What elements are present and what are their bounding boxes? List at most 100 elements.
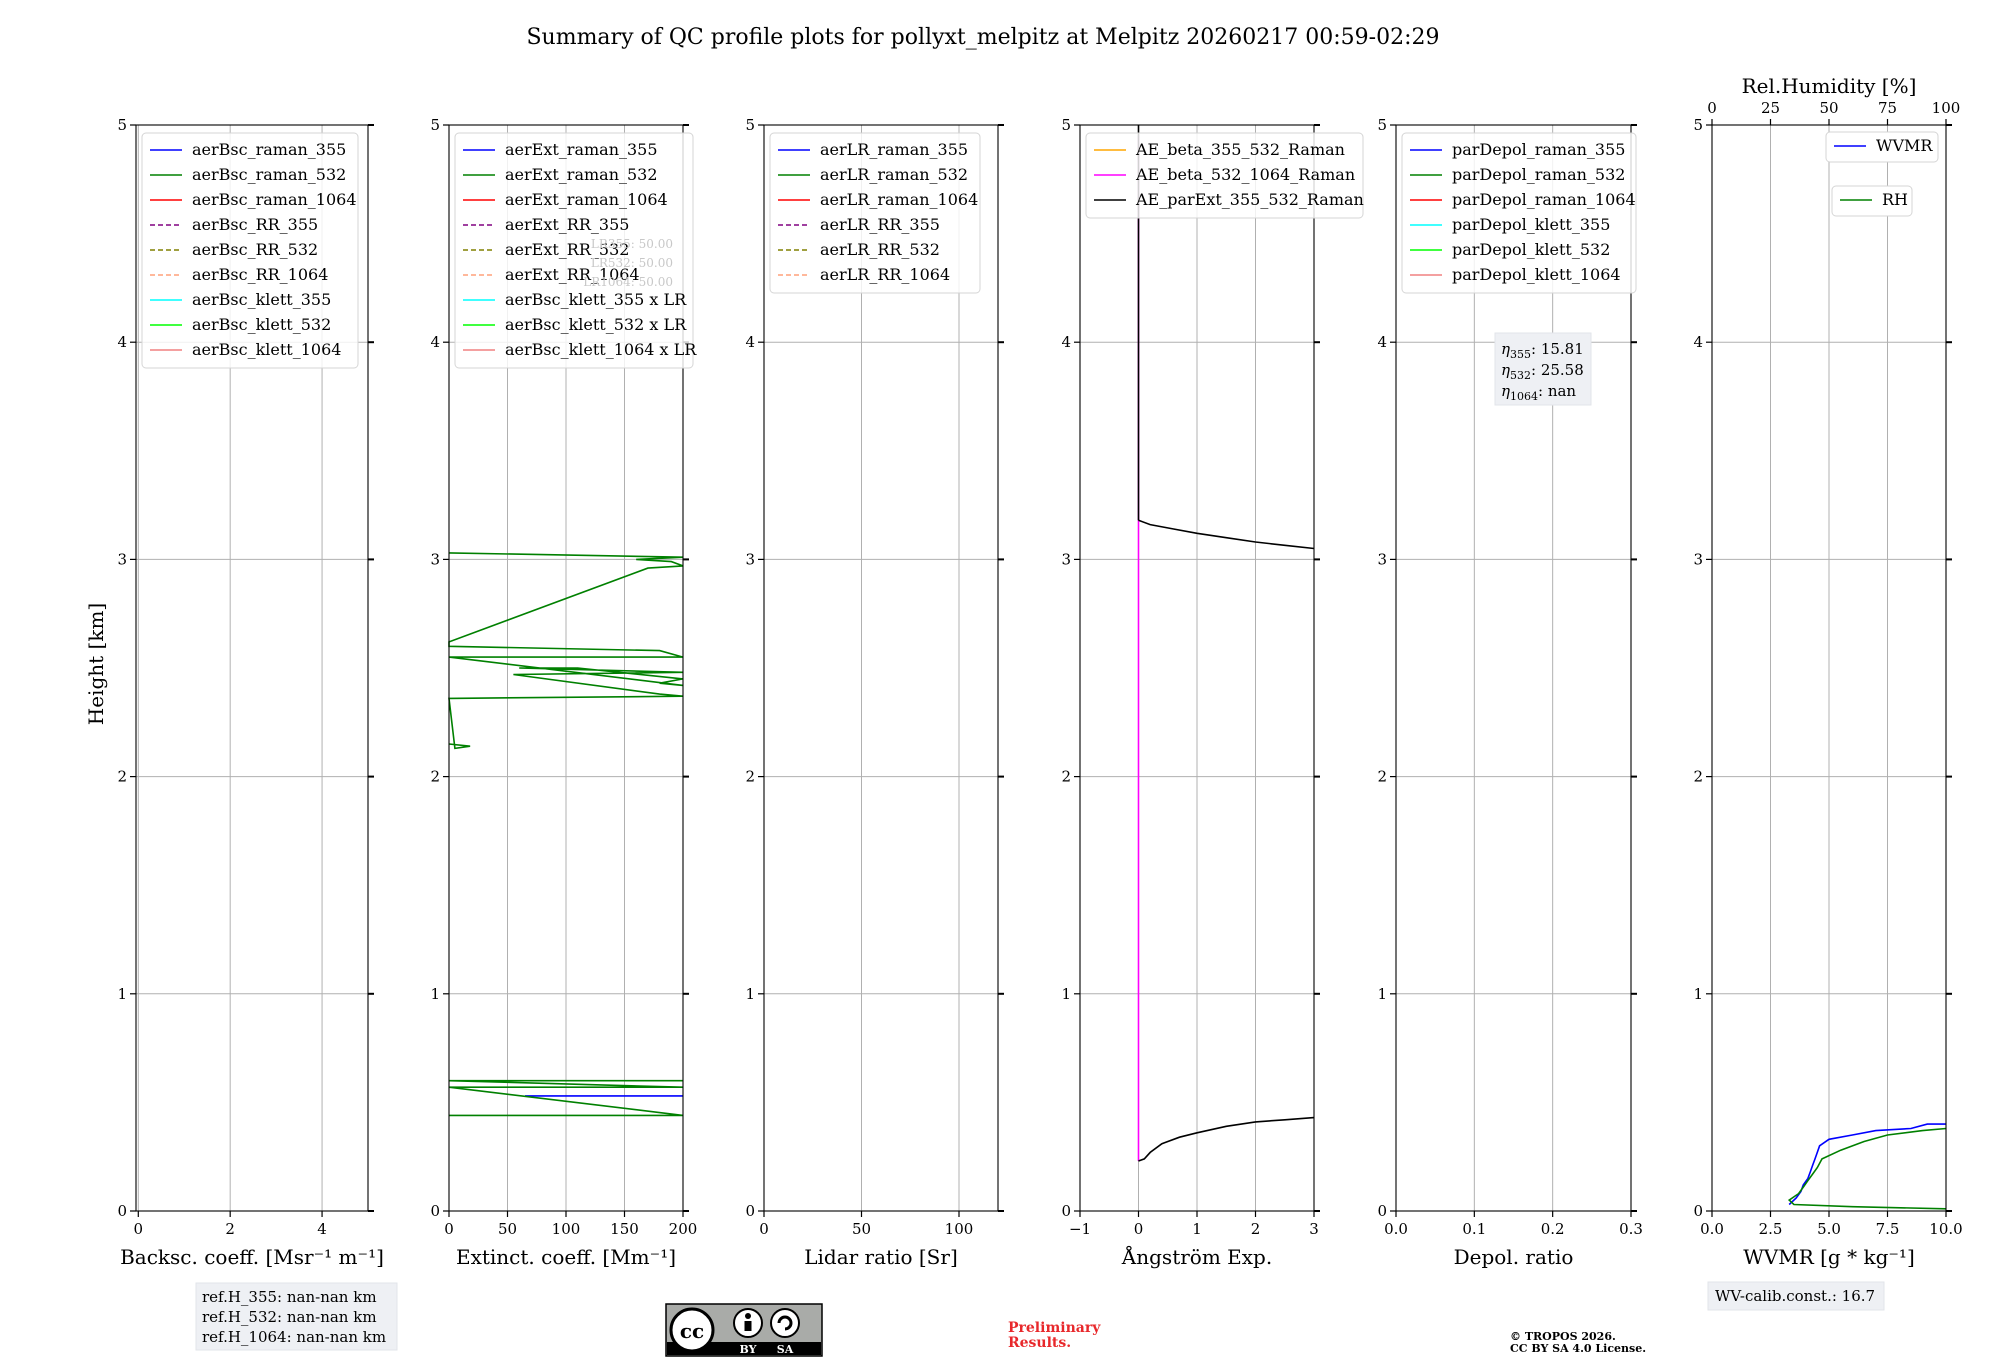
panel-wv: 0 1 2 3 4 5 0.0 2.5 5.0 7.5 10.0 WVMR [g * kg⁻¹] — [1693, 116, 1962, 1269]
y-tick-label: 2 — [1061, 768, 1071, 786]
axes-frame — [135, 124, 369, 1212]
panel-dep: 0 1 2 3 4 5 0.0 0.1 0.2 0.3 Depol. ratio parDepol_r… — [1377, 116, 1642, 1269]
legend-label: aerBsc_raman_532 — [192, 165, 346, 184]
legend-label: AE_beta_355_532_Raman — [1135, 140, 1345, 159]
x-tick-label: 10.0 — [1929, 1220, 1962, 1238]
legend-label: aerBsc_raman_1064 — [192, 190, 357, 209]
badge-sa-label: SA — [777, 1343, 794, 1356]
x-tick-label: 2 — [225, 1220, 235, 1238]
x-tick-label: 0.2 — [1541, 1220, 1565, 1238]
y-tick-label: 5 — [1377, 116, 1387, 134]
y-tick-label: 2 — [430, 768, 440, 786]
info-layer: LR355: 50.00 LR532: 50.00 LR1064: 50.00 η35… — [195, 74, 1961, 1357]
wv-calib-text: WV-calib.const.: 16.7 — [1715, 1287, 1875, 1305]
legend-label: RH — [1882, 190, 1908, 209]
by-person-head-icon — [745, 1313, 751, 1319]
x-axis-label: Lidar ratio [Sr] — [804, 1245, 958, 1269]
y-axis-label: Height [km] — [84, 603, 108, 725]
y-tick-label: 1 — [1377, 985, 1387, 1003]
x-tick-label: 4 — [317, 1220, 327, 1238]
y-tick-label: 3 — [1693, 550, 1703, 568]
legend-label: aerBsc_klett_1064 — [192, 340, 341, 359]
y-tick-label: 0 — [117, 1202, 127, 1220]
y-tick-label: 0 — [1377, 1202, 1387, 1220]
y-tick-label: 5 — [430, 116, 440, 134]
legend-label: aerLR_RR_532 — [820, 240, 940, 259]
y-tick-label: 1 — [1061, 985, 1071, 1003]
cc-license-badge: cc BY SA — [665, 1303, 823, 1357]
legend-box — [769, 132, 981, 294]
x-tick-label: 150 — [610, 1220, 639, 1238]
top-tick-label: 75 — [1878, 99, 1897, 117]
legend-label: parDepol_raman_532 — [1452, 165, 1625, 184]
y-tick-label: 3 — [430, 550, 440, 568]
y-tick-label: 1 — [745, 985, 755, 1003]
y-tick-label: 5 — [1693, 116, 1703, 134]
eta-box-bg — [1494, 332, 1592, 406]
legend-label: aerBsc_klett_532 x LR — [505, 315, 687, 334]
y-tick-label: 0 — [745, 1202, 755, 1220]
sa-share-icon — [770, 1308, 800, 1338]
ref-box-bg — [195, 1282, 398, 1351]
series-line-AE_parExt_355_532_Raman — [1138, 1116, 1315, 1162]
series-line-RH — [1787, 1127, 1947, 1210]
cc-logo-icon — [669, 1307, 715, 1353]
top-tick-label: 100 — [1932, 99, 1961, 117]
y-tick-label: 4 — [745, 333, 755, 351]
y-tick-label: 4 — [1061, 333, 1071, 351]
ref-height-box: ref.H_355: nan-nan km ref.H_532: nan-nan … — [195, 1282, 398, 1351]
legend-label: aerExt_RR_532 — [505, 240, 629, 259]
y-tick-label: 4 — [1693, 333, 1703, 351]
x-tick-label: 100 — [945, 1220, 974, 1238]
legend-label: parDepol_klett_355 — [1452, 215, 1610, 234]
y-tick-label: 2 — [745, 768, 755, 786]
legend-label: AE_beta_532_1064_Raman — [1135, 165, 1355, 184]
legend-label: aerExt_RR_355 — [505, 215, 629, 234]
x-tick-label: 7.5 — [1876, 1220, 1900, 1238]
x-tick-label: 0.0 — [1700, 1220, 1724, 1238]
legend-label: parDepol_raman_355 — [1452, 140, 1625, 159]
lr-note: LR1064: 50.00 — [583, 275, 673, 289]
x-axis-label: Extinct. coeff. [Mm⁻¹] — [456, 1245, 676, 1269]
copyright-text: CC BY SA 4.0 License. — [1510, 1342, 1646, 1355]
y-tick-label: 4 — [430, 333, 440, 351]
axes-frame — [763, 124, 999, 1212]
x-tick-label: 2 — [1251, 1220, 1261, 1238]
legend-label: aerLR_RR_1064 — [820, 265, 950, 284]
x-tick-label: 1 — [1192, 1220, 1202, 1238]
eta-line: η1064: nan — [1501, 382, 1576, 403]
x-tick-label: 3 — [1309, 1220, 1319, 1238]
y-tick-label: 1 — [430, 985, 440, 1003]
x-tick-label: 200 — [669, 1220, 698, 1238]
y-tick-label: 2 — [1377, 768, 1387, 786]
x-tick-label: 0 — [444, 1220, 454, 1238]
x-tick-label: 0.3 — [1619, 1220, 1643, 1238]
top-tick-label: 50 — [1819, 99, 1838, 117]
y-tick-label: 3 — [1377, 550, 1387, 568]
legend-label: parDepol_raman_1064 — [1452, 190, 1636, 209]
y-tick-label: 4 — [117, 333, 127, 351]
legend-box — [1401, 132, 1637, 294]
legend-box — [1831, 185, 1913, 217]
y-tick-label: 0 — [430, 1202, 440, 1220]
legend-label: parDepol_klett_532 — [1452, 240, 1610, 259]
lr-note: LR355: 50.00 — [591, 237, 673, 251]
y-tick-label: 5 — [117, 116, 127, 134]
legend-label: aerBsc_klett_1064 x LR — [505, 340, 697, 359]
figure-title: Summary of QC profile plots for pollyxt_… — [526, 25, 1439, 50]
legend-box — [1085, 132, 1364, 219]
y-tick-label: 1 — [1693, 985, 1703, 1003]
legend-label: aerLR_raman_1064 — [820, 190, 978, 209]
x-axis-label: Backsc. coeff. [Msr⁻¹ m⁻¹] — [120, 1245, 384, 1269]
eta-line: η532: 25.58 — [1501, 361, 1584, 382]
legend-label: WVMR — [1876, 136, 1933, 155]
copyright-text: © TROPOS 2026. — [1510, 1330, 1616, 1343]
x-tick-label: 50 — [498, 1220, 517, 1238]
x-axis-label: WVMR [g * kg⁻¹] — [1743, 1245, 1915, 1269]
x-tick-label: 0 — [134, 1220, 144, 1238]
legend-label: aerExt_raman_1064 — [505, 190, 668, 209]
calib-box-bg — [1707, 1281, 1885, 1311]
